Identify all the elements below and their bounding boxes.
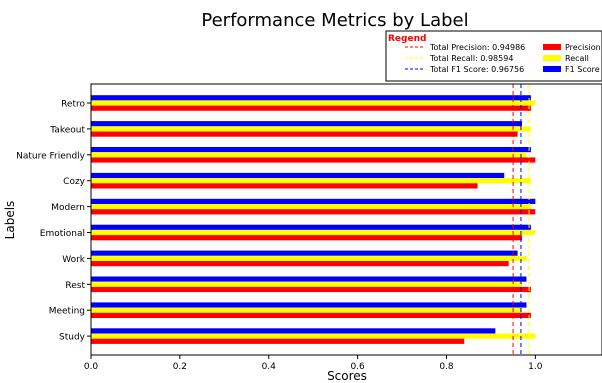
bar-recall [91,204,531,210]
bar-precision [91,286,531,293]
bar-precision [91,105,531,111]
bar-precision [91,209,536,215]
legend-title: Regend [388,34,426,44]
bar-f1-score [91,121,523,127]
bar-f1-score [91,224,531,230]
bar-recall [91,229,536,236]
legend-box [385,30,602,82]
y-tick-label: Cozy [63,177,86,187]
bar-precision [91,338,465,344]
bar-recall [91,255,527,261]
legend: Regend Total Precision: 0.94986 Total Rec… [385,30,602,82]
bar-recall [91,126,531,132]
legend-bar-swatch [543,55,561,61]
bar-recall [91,178,531,184]
bar-precision [91,131,518,137]
legend-bar-label: Precision [565,43,601,52]
bar-f1-score [91,172,505,179]
legend-bar-swatch [543,66,561,72]
bar-f1-score [91,302,527,308]
bar-recall [91,333,536,339]
plot-frame [90,83,602,356]
bar-precision [91,235,523,241]
x-axis: 0.0 0.2 0.4 0.6 0.8 1.0 [84,355,543,372]
bar-precision [91,183,478,189]
y-tick-label: Nature Friendly [16,151,86,161]
legend-bar-label: Recall [565,54,589,63]
bar-precision [91,157,536,163]
x-tick-label: 1.0 [528,362,543,372]
bar-recall [91,307,523,313]
y-tick-label: Rest [65,281,85,291]
x-tick-label: 0.6 [350,362,365,372]
bar-precision [91,261,509,267]
bar-recall [91,152,527,158]
legend-bar-swatch [543,44,561,50]
chart-title: Performance Metrics by Label [201,10,468,31]
legend-line-label: Total Precision: 0.94986 [429,43,525,52]
bar-f1-score [91,328,496,334]
y-tick-label: Retro [61,100,85,110]
legend-bar-label: F1 Score [565,65,600,74]
y-tick-label: Study [59,333,86,343]
y-axis: Retro Takeout Nature Friendly Cozy Modern Emo… [16,100,91,343]
legend-line-label: Total Recall: 0.98594 [429,54,513,63]
legend-line-label: Total F1 Score: 0.96756 [429,65,524,74]
bar-f1-score [91,95,531,101]
y-tick-label: Meeting [49,307,85,317]
bar-f1-score [91,250,518,256]
reference-lines-layer [512,84,530,355]
y-tick-label: Emotional [40,229,85,239]
x-axis-label: Scores [327,369,367,383]
x-tick-label: 0.8 [439,362,454,372]
bar-f1-score [91,198,536,204]
x-tick-label: 0.2 [173,362,187,372]
bar-f1-score [91,276,527,282]
y-tick-label: Work [62,255,86,265]
bar-recall [91,100,536,106]
x-tick-label: 0.0 [84,362,99,372]
y-tick-label: Takeout [49,125,85,135]
bar-recall [91,281,523,287]
y-axis-label: Labels [3,201,17,240]
bar-precision [91,312,531,318]
bar-f1-score [91,147,531,153]
y-tick-label: Modern [51,203,85,213]
bars-layer [91,95,536,344]
x-tick-label: 0.4 [262,362,277,372]
